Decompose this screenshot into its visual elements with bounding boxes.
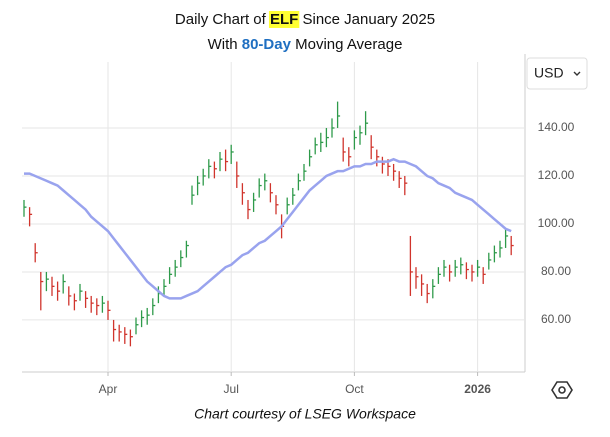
- moving-average-line: [24, 157, 512, 300]
- subtitle-part: Moving Average: [291, 36, 402, 53]
- x-tick-label: Apr: [99, 382, 118, 396]
- y-tick-label: 60.00: [541, 312, 571, 326]
- settings-icon-center: [558, 386, 566, 394]
- dropdown-chevron: [573, 71, 581, 76]
- y-tick-label: 80.00: [541, 264, 571, 278]
- y-tick-label: 100.00: [538, 216, 575, 230]
- title-highlight: [268, 10, 300, 28]
- settings-icon[interactable]: [551, 381, 573, 399]
- chart-subtitle: With 80-Day Moving Average: [208, 36, 403, 53]
- title-ticker: ELF: [270, 11, 298, 28]
- subtitle-highlight: 80-Day: [242, 36, 292, 53]
- title-part: Since January 2025: [298, 11, 435, 28]
- x-tick-label: Jul: [224, 382, 239, 396]
- x-tick-label: 2026: [464, 382, 491, 396]
- title-part: Daily Chart of: [175, 11, 270, 28]
- chart-title: Daily Chart of ELF Since January 2025: [175, 11, 435, 28]
- plot-layer: 60.00 80.00 100.00 120.00 140.00 Apr Jul Oct 202…: [22, 54, 575, 396]
- x-tick-label: Oct: [345, 382, 364, 396]
- subtitle-part: With: [208, 36, 242, 53]
- y-tick-label: 140.00: [538, 120, 575, 134]
- currency-dropdown[interactable]: [526, 57, 588, 90]
- y-tick-label: 120.00: [538, 168, 575, 182]
- currency-label: USD: [534, 65, 564, 81]
- caption: Chart courtesy of LSEG Workspace: [194, 406, 416, 422]
